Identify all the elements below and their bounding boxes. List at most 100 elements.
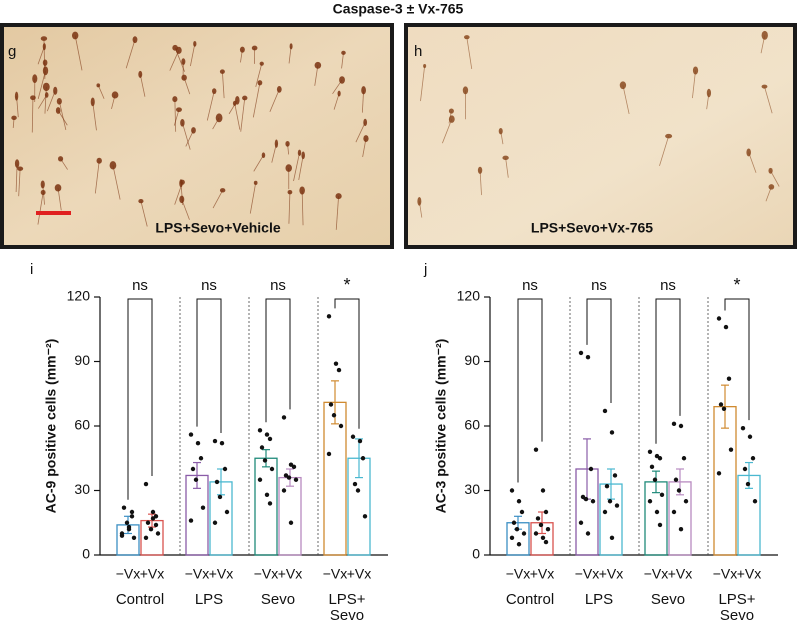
group-label: LPS+	[328, 591, 365, 608]
data-point	[676, 488, 682, 493]
data-point	[357, 438, 363, 444]
cell	[11, 115, 17, 121]
cell	[259, 61, 264, 66]
cell	[235, 96, 240, 105]
data-point	[750, 456, 756, 461]
data-point	[333, 361, 339, 366]
data-point	[214, 479, 220, 485]
micrograph	[4, 27, 390, 245]
bar	[254, 457, 278, 556]
significance-bracket	[334, 298, 360, 429]
cell	[285, 164, 292, 172]
data-point	[588, 466, 594, 472]
neurite	[234, 103, 241, 130]
cell	[242, 95, 248, 101]
data-point	[673, 477, 679, 482]
group-label: LPS	[195, 591, 223, 608]
neurite	[249, 182, 257, 214]
data-point	[681, 456, 687, 461]
data-point	[657, 522, 663, 528]
data-point	[585, 531, 591, 536]
cell	[71, 31, 79, 40]
cell	[40, 180, 45, 189]
data-point	[726, 376, 732, 381]
cell	[706, 88, 712, 98]
cell	[423, 63, 427, 69]
neurite	[355, 122, 366, 143]
cell	[768, 184, 775, 190]
x-tick-label: −Vx	[575, 566, 600, 582]
cell	[172, 44, 178, 51]
data-point	[200, 505, 206, 510]
neurite	[182, 122, 191, 150]
data-point	[745, 481, 751, 487]
data-point	[540, 535, 546, 540]
neurite	[301, 190, 304, 226]
data-point	[602, 408, 608, 414]
cell	[96, 83, 101, 88]
cell	[40, 36, 48, 41]
cell	[299, 186, 305, 195]
neurite	[770, 170, 780, 187]
cell	[251, 45, 258, 51]
group-label: Sevo	[720, 607, 754, 624]
data-point	[331, 413, 337, 418]
cell	[14, 91, 19, 101]
cell	[498, 127, 503, 135]
cell	[42, 66, 49, 76]
neurite	[139, 74, 146, 97]
data-point	[150, 509, 156, 515]
cell	[109, 161, 117, 170]
data-point	[150, 516, 156, 521]
data-point	[583, 496, 589, 502]
neurite	[112, 165, 121, 200]
cell	[32, 74, 38, 84]
x-tick-label: +Vx	[347, 566, 372, 582]
y-tick-label: 30	[74, 481, 90, 497]
x-tick-label: −Vx	[644, 566, 669, 582]
cell	[314, 61, 322, 69]
cell	[417, 196, 422, 206]
data-point	[602, 509, 608, 515]
group-label: LPS+	[718, 591, 755, 608]
neurite	[253, 155, 264, 172]
data-point	[153, 522, 159, 528]
data-point	[131, 535, 137, 540]
data-point	[543, 509, 549, 515]
data-point	[647, 499, 653, 504]
data-point	[350, 434, 356, 439]
significance-label: ns	[270, 277, 286, 294]
data-point	[291, 464, 297, 470]
data-point	[514, 527, 520, 532]
group-label: Sevo	[261, 591, 295, 608]
group-label: Sevo	[651, 591, 685, 608]
data-point	[190, 466, 196, 472]
cell	[665, 133, 673, 139]
cell	[181, 58, 186, 65]
neurite	[18, 168, 21, 197]
data-point	[217, 494, 223, 500]
data-point	[716, 316, 722, 321]
cell	[289, 43, 293, 50]
cell	[212, 88, 217, 95]
cell	[335, 193, 342, 200]
data-point	[728, 447, 734, 452]
cell	[138, 70, 143, 78]
cell	[219, 69, 225, 74]
x-tick-label: −Vx	[323, 566, 348, 582]
cell	[181, 74, 187, 81]
cell	[274, 139, 279, 148]
cell	[175, 107, 182, 113]
cell	[276, 86, 282, 93]
data-point	[257, 428, 263, 433]
data-point	[578, 350, 584, 356]
cell	[179, 195, 185, 204]
x-tick-label: +Vx	[209, 566, 234, 582]
cell	[57, 156, 64, 162]
neurite	[58, 101, 67, 131]
group-label: Sevo	[330, 607, 364, 624]
data-point	[188, 432, 194, 437]
significance-label: ns	[201, 277, 217, 294]
cell	[253, 180, 258, 185]
